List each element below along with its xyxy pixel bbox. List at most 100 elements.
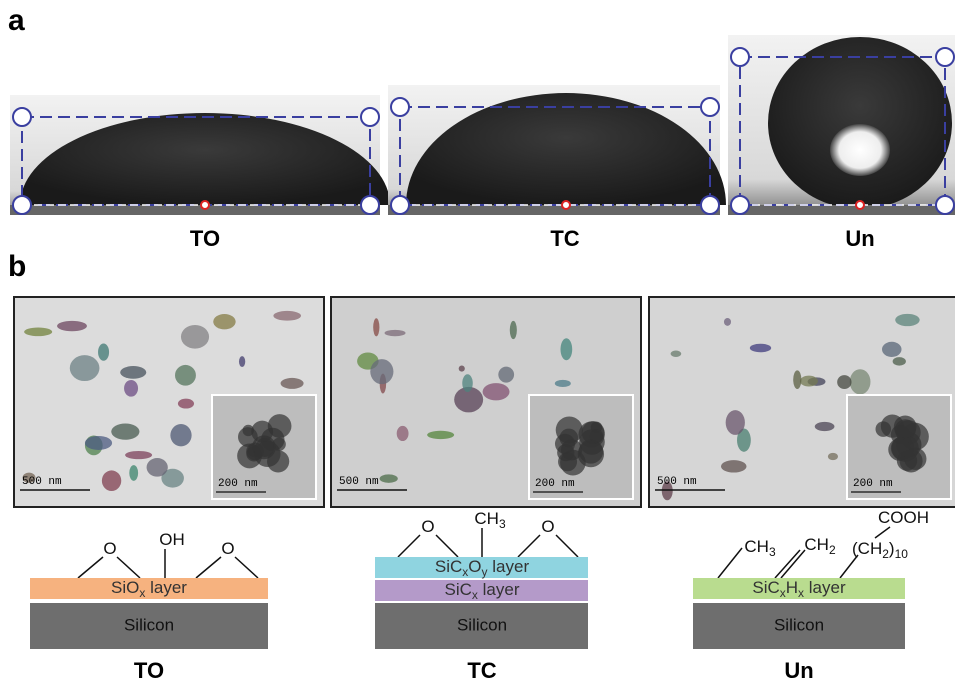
- handle: [390, 195, 410, 215]
- substrate-label: Silicon: [774, 615, 824, 634]
- chem-label: SiOx layer: [111, 578, 187, 600]
- text-part: layer: [804, 578, 846, 597]
- particle: [458, 365, 465, 372]
- subscript: x: [462, 565, 468, 579]
- droplet: [20, 113, 390, 205]
- subscript: 3: [499, 517, 506, 531]
- particle: [560, 338, 573, 361]
- chem-label: CH3: [474, 509, 506, 531]
- chem-label: OH: [159, 530, 185, 549]
- text-part: SiC: [435, 557, 462, 576]
- sample-label: Un: [784, 658, 813, 683]
- scale-label: 200 nm: [218, 478, 258, 490]
- particle: [84, 435, 113, 450]
- chem-label: CH3: [744, 537, 776, 559]
- particle: [180, 324, 210, 349]
- particle: [454, 386, 484, 413]
- handle: [12, 195, 32, 215]
- scale-label: 500 nm: [22, 476, 62, 488]
- content: TO TC Un 500 nm 200 nm 500 nm 200 nm 500 nm 200 …: [10, 35, 955, 683]
- text-part: SiO: [111, 578, 139, 597]
- particle: [370, 359, 394, 385]
- particle: [146, 457, 168, 477]
- substrate: [10, 205, 380, 215]
- fit-box: [21, 116, 371, 206]
- handle: [935, 195, 955, 215]
- particle: [427, 430, 455, 440]
- particle: [213, 314, 236, 330]
- silicon: [693, 603, 905, 649]
- center-point: [855, 200, 865, 210]
- particle: [837, 375, 852, 390]
- chem-label: O: [421, 517, 434, 536]
- particle: [725, 410, 745, 435]
- particle: [161, 468, 184, 488]
- particle: [373, 318, 380, 337]
- highlight: [830, 124, 890, 176]
- handle: [360, 195, 380, 215]
- particle: [170, 424, 192, 447]
- chem-label: O: [221, 539, 234, 558]
- bond: [774, 549, 801, 579]
- chem-label: COOH: [878, 508, 929, 527]
- handle: [700, 195, 720, 215]
- particle: [111, 423, 140, 440]
- particle: [177, 398, 195, 409]
- particle: [904, 447, 927, 470]
- scale-label: 500 nm: [657, 476, 697, 488]
- text-part: O: [421, 517, 434, 536]
- particle: [22, 472, 36, 483]
- particle: [462, 374, 473, 393]
- particle: [892, 357, 906, 366]
- text-part: CH: [804, 535, 829, 554]
- subscript: y: [482, 565, 488, 579]
- particle: [559, 428, 579, 448]
- particle: [793, 370, 802, 389]
- particle: [24, 327, 53, 337]
- inset: [211, 394, 317, 500]
- particle: [893, 415, 917, 439]
- handle: [390, 97, 410, 117]
- substrate: [728, 205, 955, 215]
- particle: [882, 341, 902, 357]
- text-part: layer: [488, 557, 530, 576]
- particle: [589, 429, 604, 443]
- handle: [730, 195, 750, 215]
- sample-label: TC: [550, 226, 579, 251]
- bond: [195, 556, 222, 579]
- silicon: [375, 603, 588, 649]
- particle: [827, 452, 838, 461]
- particle: [509, 320, 517, 340]
- particle: [737, 428, 751, 452]
- particle: [895, 313, 920, 327]
- particle: [129, 465, 139, 481]
- subscript: 2: [882, 547, 889, 561]
- particle: [125, 450, 153, 460]
- particle: [242, 424, 254, 437]
- particle: [280, 377, 304, 389]
- fit-box: [399, 106, 711, 206]
- chem-label: SiCxHx layer: [752, 578, 846, 600]
- particle: [814, 421, 835, 432]
- particle: [560, 449, 586, 476]
- particle: [661, 481, 673, 501]
- particle: [396, 425, 409, 442]
- bond: [717, 547, 743, 579]
- center-point: [200, 200, 210, 210]
- chem-label: SiCx layer: [445, 580, 520, 602]
- chem-label: SiCxOy layer: [435, 557, 530, 579]
- layer: [375, 557, 588, 578]
- bond: [435, 534, 459, 558]
- handle: [360, 107, 380, 127]
- bond: [780, 549, 806, 579]
- scale-label: 500 nm: [339, 476, 379, 488]
- particle: [799, 375, 818, 387]
- bond: [517, 534, 541, 558]
- particle: [384, 329, 406, 337]
- substrate-label: Silicon: [457, 615, 507, 634]
- text-part: H: [786, 578, 798, 597]
- text-part: SiC: [445, 580, 472, 599]
- sample-label: TO: [190, 226, 220, 251]
- handle: [935, 47, 955, 67]
